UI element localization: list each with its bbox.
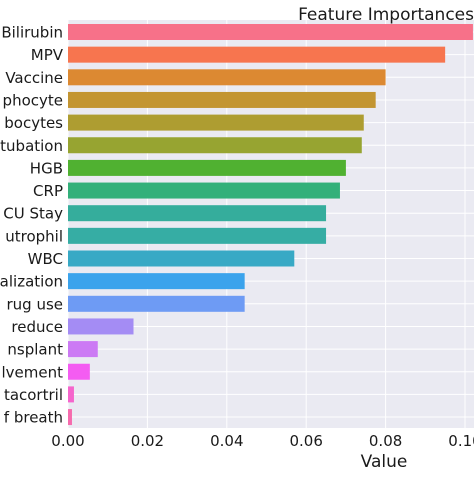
category-label: Vaccine [5,69,63,87]
category-label: tubation [0,137,63,155]
bar [68,114,364,131]
category-label: utrophil [5,227,63,245]
bar [68,273,245,290]
bar [68,363,90,380]
x-tick-label: 0.02 [131,432,164,450]
bar [68,24,473,40]
category-label: WBC [28,250,63,268]
category-label: CRP [33,182,63,200]
category-label: rug use [6,295,63,313]
x-tick-label: 0.06 [289,432,322,450]
plot-background [68,20,474,428]
category-label: alization [0,273,63,291]
category-label: bocytes [4,114,63,132]
bar [68,341,98,358]
x-tick-labels: 0.00 0.02 0.04 0.06 0.08 0.10 [51,432,474,450]
category-label: phocyte [3,91,63,109]
x-tick-label: 0.04 [210,432,243,450]
bar [68,318,134,335]
category-labels: Bilirubin MPV Vaccine phocyte bocytes tubatio… [0,24,64,427]
bar [68,91,376,108]
bar [68,159,346,176]
bar [68,137,362,154]
bar [68,182,340,199]
bar [68,409,72,426]
bar [68,69,386,86]
chart-title: Feature Importances [298,5,474,25]
category-label: CU Stay [3,205,63,223]
x-tick-label: 0.00 [51,432,84,450]
category-label: MPV [31,46,64,64]
category-label: reduce [11,318,63,336]
category-label: HGB [30,159,63,177]
bar [68,250,295,267]
bar [68,295,245,312]
category-label: f breath [4,409,63,427]
category-label: nsplant [7,341,63,359]
bar [68,386,74,403]
x-axis-label: Value [361,452,408,472]
x-tick-label: 0.10 [448,432,474,450]
category-label: Bilirubin [1,24,63,42]
category-label: lvement [1,363,63,381]
bars [68,24,473,426]
category-label: tacortril [4,386,63,404]
bar [68,227,327,244]
bar [68,205,327,222]
x-tick-label: 0.08 [369,432,402,450]
bar [68,46,446,63]
